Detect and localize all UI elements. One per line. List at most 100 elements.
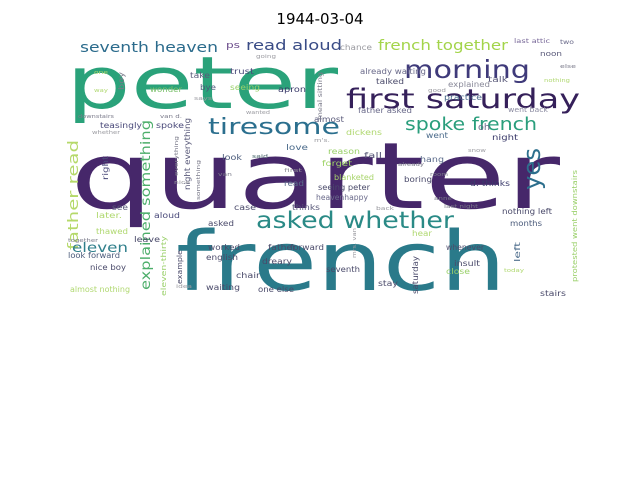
cloud-word: boring [404, 175, 432, 184]
cloud-word: french together [378, 38, 508, 54]
cloud-word: father [268, 243, 297, 252]
cloud-word: leave [134, 235, 160, 244]
cloud-word: seeing peter [318, 183, 371, 192]
cloud-word: van d. [160, 114, 183, 120]
cloud-word: wonder [150, 85, 183, 94]
cloud-word: trust [230, 67, 254, 76]
cloud-word: seventh [326, 265, 360, 274]
cloud-word: waiting [206, 283, 240, 292]
cloud-word: forward [290, 243, 324, 252]
cloud-word: asked [208, 219, 234, 228]
cloud-word: english [206, 253, 238, 262]
cloud-word: van [218, 172, 232, 178]
cloud-word: today [504, 268, 524, 274]
cloud-word: hang [420, 155, 444, 164]
cloud-word: m's. [314, 138, 331, 144]
cloud-word: whenever [446, 243, 485, 252]
cloud-word: anne [434, 196, 452, 202]
cloud-word: explained something [139, 120, 154, 290]
cloud-word: nothing [544, 78, 570, 84]
cloud-word: aloud [154, 211, 180, 220]
cloud-word: went [426, 131, 448, 140]
cloud-word: first saturday [346, 84, 580, 115]
cloud-word: everything [174, 136, 180, 176]
cloud-word: something [196, 160, 202, 200]
cloud-word: quarter [70, 123, 560, 230]
cloud-word: read aloud [246, 38, 342, 54]
cloud-word: saturday [411, 256, 420, 294]
cloud-word: good [428, 88, 446, 94]
cloud-word: night everything [183, 118, 192, 190]
cloud-word: one [94, 70, 108, 76]
cloud-word: almost nothing [70, 285, 130, 294]
cloud-word: nothing left [502, 207, 552, 216]
cloud-word: already waiting [360, 67, 426, 76]
cloud-word: boy [117, 72, 126, 90]
cloud-word: said [252, 154, 268, 160]
cloud-word: see [112, 203, 128, 212]
cloud-word: heavenhappy [316, 193, 368, 202]
cloud-word: fall [364, 151, 382, 160]
cloud-word: eleven [72, 241, 128, 256]
cloud-word: yes [518, 148, 546, 190]
cloud-word: case [234, 203, 256, 212]
cloud-word: blanketed [334, 173, 374, 182]
cloud-word: snow [468, 148, 486, 154]
cloud-word: way [94, 88, 108, 94]
cloud-word: asked whether [256, 208, 455, 234]
cloud-word: apron [278, 85, 306, 94]
cloud-word: father read [66, 140, 82, 250]
cloud-word: protested went downstairs [571, 170, 579, 282]
cloud-word: morning [404, 55, 530, 84]
cloud-word: example [176, 250, 184, 284]
cloud-word: look [222, 153, 242, 162]
cloud-word: seventh heaven [80, 40, 218, 56]
cloud-word: whether [92, 130, 121, 136]
cloud-word: already [398, 162, 424, 168]
cloud-word: insult [454, 259, 480, 268]
cloud-word: last night [444, 204, 478, 210]
cloud-word: tiresome [208, 115, 340, 140]
cloud-word: talked [376, 77, 404, 86]
cloud-word: reason [328, 147, 360, 156]
cloud-word: explained [448, 80, 490, 89]
cloud-word: father asked [358, 106, 412, 115]
cloud-word: says [194, 96, 213, 102]
cloud-word: downstairs [78, 114, 115, 120]
cloud-word: dickens [346, 128, 382, 137]
cloud-word: eleven-thirty [160, 236, 168, 296]
cloud-word: right [101, 156, 110, 180]
cloud-word: close [446, 267, 470, 276]
cloud-word: practice [444, 93, 482, 102]
cloud-word: stay [378, 279, 398, 288]
cloud-word: almost [314, 115, 344, 124]
cloud-word: spoke [156, 121, 184, 130]
cloud-word: later. [96, 211, 122, 220]
cloud-word: going [256, 54, 276, 60]
cloud-word: dreary [262, 257, 292, 266]
cloud-word: left [513, 242, 522, 262]
cloud-word: oh [478, 123, 490, 133]
cloud-word: night [492, 133, 518, 142]
cloud-word: ps [226, 41, 240, 51]
cloud-word: d. thinks [470, 179, 510, 188]
cloud-word: talk [488, 75, 508, 84]
cloud-word: look forward [68, 251, 120, 260]
cloud-word: months [510, 219, 542, 228]
cloud-word: room [430, 172, 448, 178]
cloud-word: first [284, 168, 302, 174]
cloud-word: two [560, 39, 574, 46]
cloud-word: else [560, 64, 576, 70]
cloud-word: forget [322, 159, 352, 168]
cloud-word: nice boy [90, 263, 126, 272]
cloud-word: nice [174, 180, 190, 186]
cloud-word: back [376, 206, 394, 212]
cloud-word: hear [412, 229, 433, 238]
cloud-word: last attic [514, 38, 550, 45]
cloud-word: noon [540, 50, 562, 58]
cloud-word: french [176, 215, 506, 310]
cloud-word: idea [176, 284, 192, 290]
figure-title: 1944-03-04 [276, 10, 364, 28]
cloud-word: peter [66, 41, 339, 125]
